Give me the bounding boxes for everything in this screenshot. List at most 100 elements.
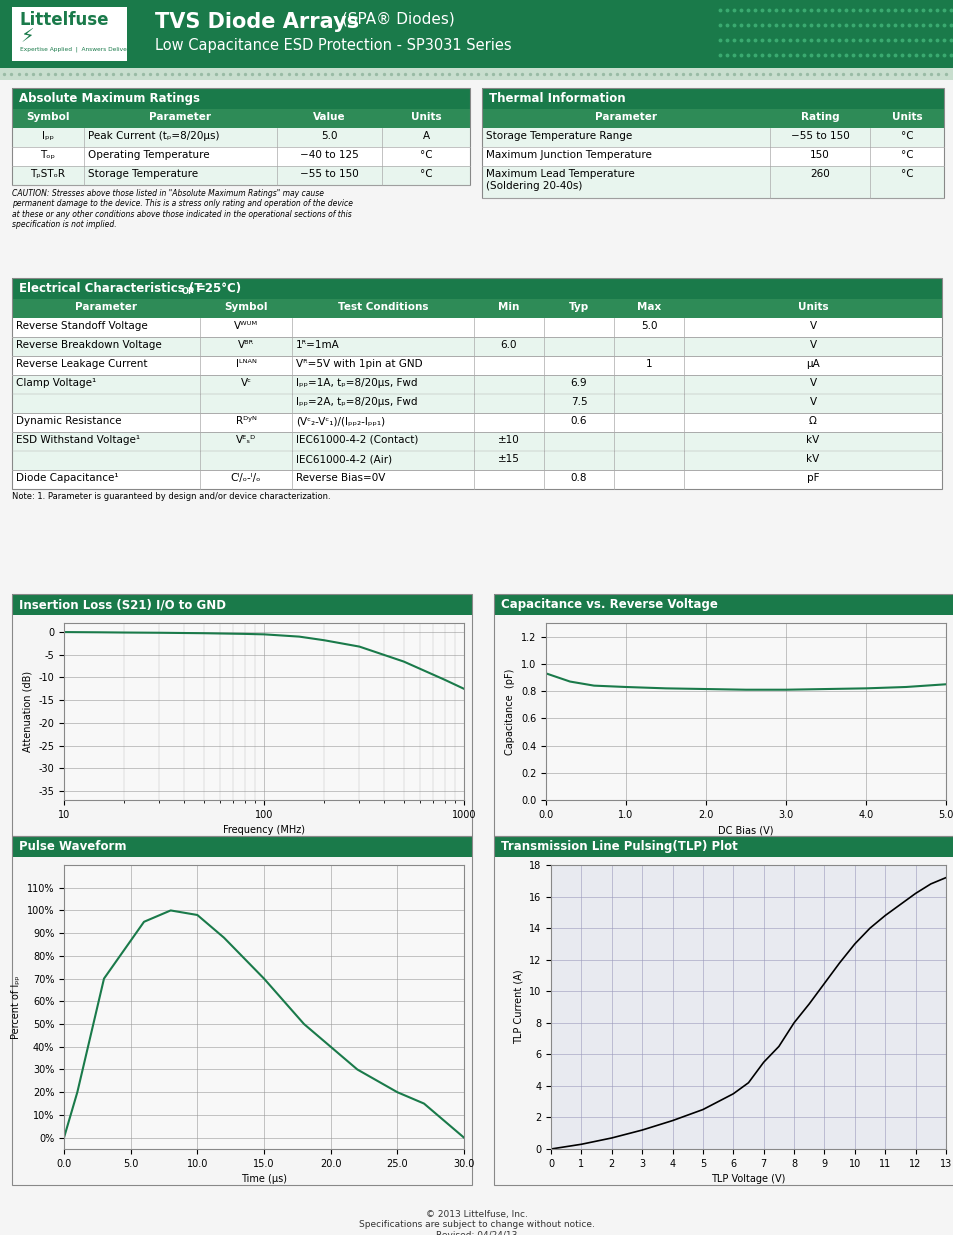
Text: Vᴮᴿ: Vᴮᴿ [237, 340, 253, 350]
Text: 260: 260 [809, 169, 829, 179]
Text: Electrical Characteristics (T: Electrical Characteristics (T [19, 282, 202, 295]
Text: IEC61000-4-2 (Air): IEC61000-4-2 (Air) [295, 454, 392, 464]
Text: TVS Diode Arrays: TVS Diode Arrays [154, 12, 358, 32]
Bar [12, 165, 470, 185]
Bar [12, 375, 941, 394]
Bar [494, 594, 953, 836]
Text: Transmission Line Pulsing(TLP) Plot: Transmission Line Pulsing(TLP) Plot [500, 840, 737, 853]
Text: Parameter: Parameter [75, 303, 137, 312]
Text: Reverse Leakage Current: Reverse Leakage Current [16, 359, 148, 369]
Text: 5.0: 5.0 [640, 321, 657, 331]
Text: Max: Max [637, 303, 660, 312]
Text: 6.0: 6.0 [500, 340, 517, 350]
Text: −55 to 150: −55 to 150 [790, 131, 848, 141]
Text: 6.9: 6.9 [570, 378, 587, 388]
Text: =25°C): =25°C) [195, 282, 242, 295]
Text: Iₚₚ=1A, tₚ=8/20μs, Fwd: Iₚₚ=1A, tₚ=8/20μs, Fwd [295, 378, 417, 388]
Text: Tₒₚ: Tₒₚ [40, 149, 55, 161]
Bar [481, 165, 943, 198]
Text: 5.0: 5.0 [320, 131, 337, 141]
Text: Reverse Standoff Voltage: Reverse Standoff Voltage [16, 321, 148, 331]
Text: Parameter: Parameter [595, 112, 657, 122]
Bar [481, 109, 943, 128]
Bar [12, 109, 470, 128]
Y-axis label: Attenuation (dB): Attenuation (dB) [23, 671, 32, 752]
Bar [12, 394, 941, 412]
Bar [12, 594, 472, 836]
Text: Low Capacitance ESD Protection - SP3031 Series: Low Capacitance ESD Protection - SP3031 … [154, 38, 511, 53]
Bar [12, 471, 941, 489]
Text: 0.6: 0.6 [570, 416, 587, 426]
Text: Diode Capacitance¹: Diode Capacitance¹ [16, 473, 118, 483]
Text: V: V [808, 321, 816, 331]
Text: °C: °C [900, 149, 912, 161]
Bar [12, 412, 941, 432]
Text: Typ: Typ [568, 303, 589, 312]
Bar [12, 7, 127, 61]
Text: 1ᴿ=1mA: 1ᴿ=1mA [295, 340, 339, 350]
Text: Reverse Bias=0V: Reverse Bias=0V [295, 473, 385, 483]
Text: A: A [422, 131, 429, 141]
Text: Vᶜ: Vᶜ [240, 378, 252, 388]
Text: Vᴿ=5V with 1pin at GND: Vᴿ=5V with 1pin at GND [295, 359, 422, 369]
Text: Units: Units [797, 303, 827, 312]
Text: Ω: Ω [808, 416, 816, 426]
Text: Storage Temperature Range: Storage Temperature Range [485, 131, 632, 141]
Text: Storage Temperature: Storage Temperature [88, 169, 198, 179]
Bar [481, 88, 943, 198]
Text: °C: °C [419, 169, 432, 179]
Bar [12, 317, 941, 337]
Text: °C: °C [419, 149, 432, 161]
Bar [12, 278, 941, 489]
Text: Expertise Applied  |  Answers Delivered: Expertise Applied | Answers Delivered [20, 47, 136, 53]
Text: Reverse Breakdown Voltage: Reverse Breakdown Voltage [16, 340, 162, 350]
Text: Vᵂᵁᴹ: Vᵂᵁᴹ [233, 321, 258, 331]
Text: Iₚₚ: Iₚₚ [42, 131, 54, 141]
Text: 1: 1 [645, 359, 652, 369]
Text: Maximum Lead Temperature
(Soldering 20-40s): Maximum Lead Temperature (Soldering 20-4… [485, 169, 634, 190]
Text: Symbol: Symbol [224, 303, 268, 312]
Text: Rating: Rating [800, 112, 839, 122]
Text: °C: °C [900, 131, 912, 141]
Text: (Vᶜ₂-Vᶜ₁)/(Iₚₚ₂-Iₚₚ₁): (Vᶜ₂-Vᶜ₁)/(Iₚₚ₂-Iₚₚ₁) [295, 416, 385, 426]
Bar [481, 147, 943, 165]
X-axis label: Time (μs): Time (μs) [241, 1174, 287, 1184]
Text: Parameter: Parameter [149, 112, 211, 122]
Text: 150: 150 [809, 149, 829, 161]
Text: Maximum Junction Temperature: Maximum Junction Temperature [485, 149, 651, 161]
Y-axis label: Percent of Iₚₚ: Percent of Iₚₚ [11, 976, 21, 1039]
Text: Dynamic Resistance: Dynamic Resistance [16, 416, 121, 426]
Text: Test Conditions: Test Conditions [337, 303, 428, 312]
Text: −40 to 125: −40 to 125 [299, 149, 358, 161]
X-axis label: DC Bias (V): DC Bias (V) [718, 825, 773, 835]
Bar [12, 278, 941, 299]
Bar [494, 836, 953, 1186]
Bar [12, 88, 470, 109]
Bar [481, 128, 943, 147]
Text: kV: kV [805, 435, 819, 445]
Text: Insertion Loss (S21) I/O to GND: Insertion Loss (S21) I/O to GND [19, 598, 226, 611]
Text: Capacitance vs. Reverse Voltage: Capacitance vs. Reverse Voltage [500, 598, 717, 611]
Bar [12, 451, 941, 471]
Bar [0, 68, 953, 80]
Bar [12, 337, 941, 356]
Text: Units: Units [891, 112, 922, 122]
Text: Symbol: Symbol [27, 112, 70, 122]
Bar [12, 88, 470, 185]
Text: Littelfuse: Littelfuse [20, 11, 110, 28]
Text: OP: OP [182, 287, 195, 296]
Text: V: V [808, 396, 816, 408]
Bar [12, 128, 470, 147]
Text: IEC61000-4-2 (Contact): IEC61000-4-2 (Contact) [295, 435, 418, 445]
Text: Cᴵ/ₒ-ᴵ/ₒ: Cᴵ/ₒ-ᴵ/ₒ [231, 473, 261, 483]
Bar [12, 594, 472, 615]
Text: kV: kV [805, 454, 819, 464]
Bar [12, 147, 470, 165]
Text: 7.5: 7.5 [570, 396, 587, 408]
Text: Thermal Information: Thermal Information [489, 91, 625, 105]
Text: Rᴰʸᴺ: Rᴰʸᴺ [235, 416, 256, 426]
X-axis label: Frequency (MHz): Frequency (MHz) [223, 825, 305, 835]
Text: ⚡: ⚡ [20, 27, 33, 46]
Bar [494, 836, 953, 857]
Y-axis label: Capacitance  (pF): Capacitance (pF) [505, 668, 515, 755]
